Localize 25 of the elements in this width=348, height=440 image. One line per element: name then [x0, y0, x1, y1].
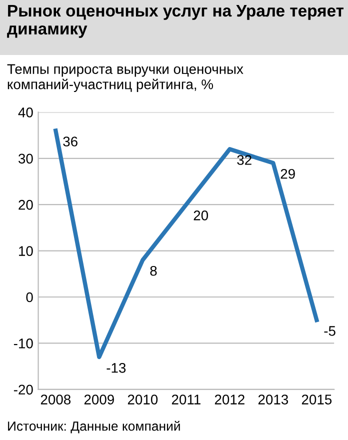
y-tick-label: 30 — [18, 154, 33, 164]
x-tick-label: 2008 — [40, 394, 71, 404]
y-tick-label: 20 — [18, 200, 33, 210]
x-tick-label: 2011 — [172, 394, 200, 404]
y-tick-label: 0 — [26, 292, 33, 302]
data-label: -13 — [106, 362, 126, 373]
text: Источник: Данные компаний — [8, 420, 180, 434]
y-tick-label: -10 — [14, 338, 33, 348]
chart-title: Рынок оценочных услуг на Урале теряет динамику — [7, 5, 344, 38]
x-tick-label: 2012 — [214, 394, 244, 404]
y-tick-label: 40 — [18, 108, 33, 118]
line-series — [54, 128, 319, 360]
chart-subtitle: Темпы прироста выручки оценочных компаний-участниц рейтинга, % — [7, 64, 244, 92]
data-label: 8 — [150, 266, 157, 276]
x-tick-label: 2010 — [128, 394, 158, 404]
y-tick-label: 10 — [19, 246, 33, 256]
y-tick-label: -20 — [14, 384, 33, 395]
data-label: 20 — [194, 210, 208, 220]
data-label: 29 — [280, 168, 295, 179]
data-label: 32 — [237, 155, 252, 165]
data-label: 36 — [63, 136, 78, 146]
x-tick-label: 2015 — [302, 394, 332, 404]
x-tick-label: 2013 — [258, 394, 288, 404]
x-tick-label: 2009 — [84, 394, 114, 404]
data-label: -5 — [324, 326, 336, 336]
